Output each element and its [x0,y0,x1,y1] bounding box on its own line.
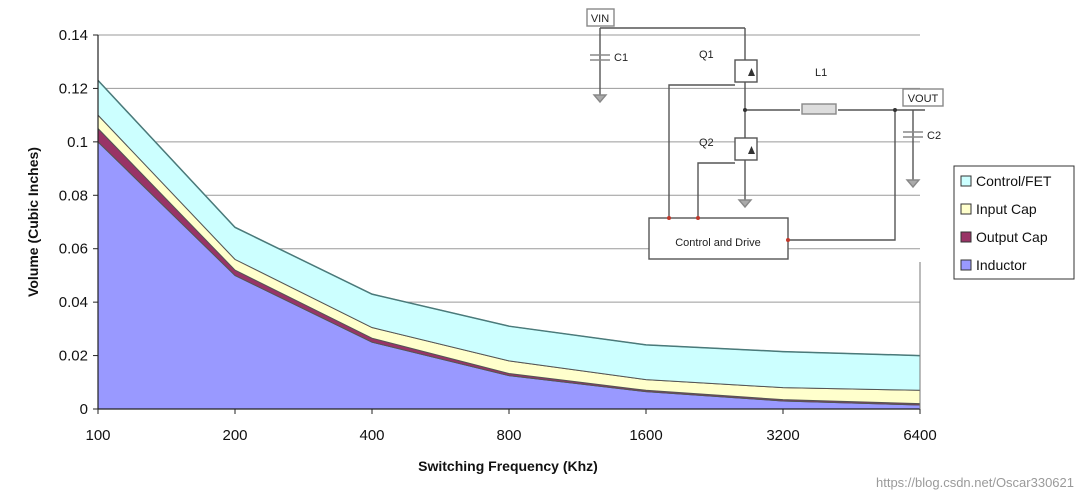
legend: Control/FET Input Cap Output Cap Inductor [953,165,1075,280]
legend-box [953,165,1075,280]
control-drive-box [648,217,789,260]
q2-gate-wire [697,162,735,218]
ground-icon [905,179,921,189]
y-tick-label: 0 [80,401,88,418]
q2-fet-icon [734,137,758,161]
pin-dot [696,216,700,220]
legend-label-input-cap: Input Cap [976,201,1037,217]
y-tick-labels: 0 0.02 0.04 0.06 0.08 0.1 0.12 0.14 [59,27,98,418]
control-drive-label: Control and Drive [675,237,761,249]
y-tick-label: 0.02 [59,348,88,365]
total-outline [97,79,921,357]
l1-inductor-icon [801,103,837,115]
l1-label: L1 [815,67,827,79]
x-axis-title: Switching Frequency (Khz) [418,458,598,474]
y-tick-label: 0.08 [59,187,88,204]
x-tick-label: 800 [496,427,521,444]
legend-swatch-input-cap [960,203,972,215]
q2-label: Q2 [699,137,714,149]
legend-label-control-fet: Control/FET [976,173,1052,189]
vin-label: VIN [591,13,609,25]
legend-items: Control/FET Input Cap Output Cap Inductor [960,173,1052,273]
node-dot [743,108,747,112]
y-tick-label: 0.06 [59,241,88,258]
legend-swatch-inductor [960,259,972,271]
q1-fet-icon [734,59,758,83]
feedback-wire [788,110,896,241]
buck-converter-schematic [586,8,944,260]
q1-gate-wire [668,84,735,218]
legend-swatch-control-fet [960,175,972,187]
vout-box [902,88,944,107]
x-tick-label: 200 [222,427,247,444]
x-tick-label: 100 [85,427,110,444]
pin-dot [667,216,671,220]
watermark: https://blog.csdn.net/Oscar330621 [876,475,1074,490]
x-tick-label: 1600 [629,427,662,444]
ground-icon [592,94,608,104]
c2-label: C2 [927,130,941,142]
legend-label-output-cap: Output Cap [976,229,1048,245]
y-tick-label: 0.04 [59,294,88,311]
pin-dot [786,238,790,242]
q1-diode-icon [748,68,755,76]
ground-icon [737,199,753,209]
x-tick-label: 400 [359,427,384,444]
vout-label: VOUT [908,93,939,105]
legend-label-inductor: Inductor [976,257,1027,273]
legend-swatch-output-cap [960,231,972,243]
y-tick-label: 0.14 [59,27,88,44]
stacked-areas [97,79,921,410]
c1-label: C1 [614,52,628,64]
node-dot [893,108,897,112]
y-tick-label: 0.1 [67,134,88,151]
q2-diode-icon [748,146,755,154]
y-tick-label: 0.12 [59,80,88,97]
vin-box [586,8,615,27]
x-tick-label: 6400 [903,427,936,444]
x-tick-labels: 100 200 400 800 1600 3200 6400 [85,409,937,444]
y-axis-title: Volume (Cubic Inches) [25,147,41,297]
x-tick-label: 3200 [766,427,799,444]
q1-label: Q1 [699,49,714,61]
